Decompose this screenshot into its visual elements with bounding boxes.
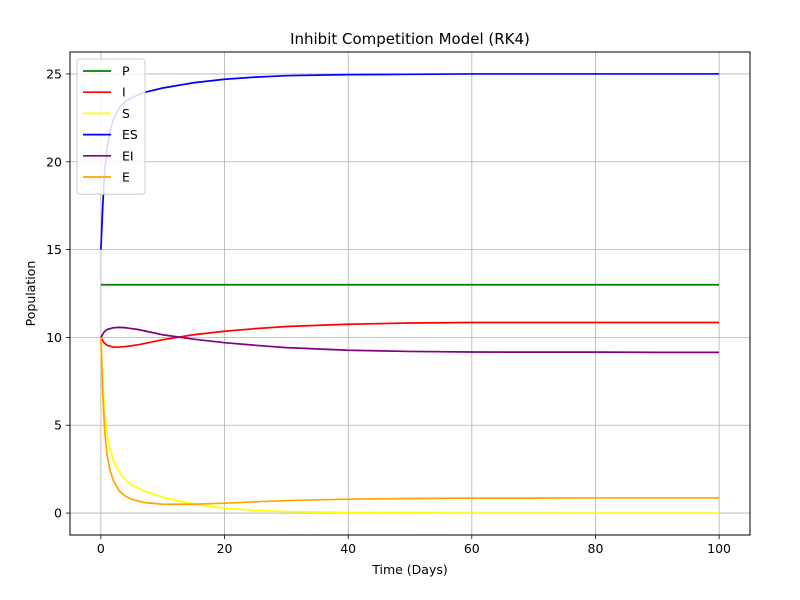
series-line-s [100, 337, 720, 514]
x-tick-label: 0 [97, 541, 105, 556]
legend-label-es: ES [122, 127, 138, 142]
x-tick-label: 100 [707, 541, 731, 556]
legend-label-ei: EI [122, 148, 134, 163]
chart-title: Inhibit Competition Model (RK4) [290, 30, 530, 48]
plot-frame [69, 51, 751, 536]
x-axis-label: Time (Days) [371, 562, 448, 577]
x-tick-label: 40 [340, 541, 356, 556]
y-axis-label: Population [23, 261, 38, 327]
x-tick-label: 20 [217, 541, 233, 556]
y-tick-label: 0 [54, 506, 62, 521]
y-tick-label: 25 [46, 66, 62, 81]
y-axis: 0 5 10 15 20 25 [46, 66, 70, 521]
legend-label-i: I [122, 85, 126, 100]
y-tick-label: 10 [46, 330, 62, 345]
x-tick-label: 80 [588, 541, 604, 556]
series-line-ei [100, 326, 720, 354]
y-tick-label: 5 [54, 418, 62, 433]
legend-label-p: P [122, 64, 130, 79]
x-axis: 0 20 40 60 80 100 [97, 535, 731, 556]
y-tick-label: 15 [46, 242, 62, 257]
series-line-e [100, 337, 720, 506]
legend-label-e: E [122, 170, 130, 185]
y-tick-label: 20 [46, 154, 62, 169]
series-line-i [100, 321, 720, 348]
x-tick-label: 60 [464, 541, 480, 556]
legend: PIS ES EI E [76, 58, 146, 195]
legend-label-s: S [122, 106, 130, 121]
